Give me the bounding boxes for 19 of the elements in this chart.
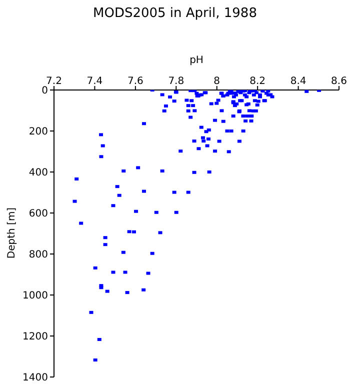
- x-tick-label: 8.2: [250, 76, 266, 87]
- y-tick-label: 1400: [22, 372, 48, 384]
- x-tick-label: 7.2: [46, 76, 62, 87]
- y-tick-label: 0: [42, 86, 48, 97]
- x-tick-label: 7.8: [168, 76, 184, 87]
- x-tick-label: 7.6: [127, 76, 144, 87]
- x-tick-label: 8: [214, 76, 220, 87]
- x-tick-label: 8.4: [290, 76, 306, 87]
- y-tick-label: 800: [28, 250, 48, 261]
- y-tick-label: 200: [28, 126, 48, 138]
- chart-title: MODS2005 in April, 1988: [92, 6, 258, 21]
- y-tick-label: 400: [28, 168, 48, 179]
- y-tick-label: 1200: [22, 332, 48, 343]
- x-tick-label: 8.6: [331, 76, 347, 87]
- x-axis-title: pH: [190, 55, 204, 66]
- y-axis-title: Depth [m]: [6, 207, 18, 259]
- y-tick-label: 1000: [22, 290, 48, 302]
- y-tick-label: 600: [28, 208, 48, 220]
- x-tick-label: 7.4: [86, 76, 103, 87]
